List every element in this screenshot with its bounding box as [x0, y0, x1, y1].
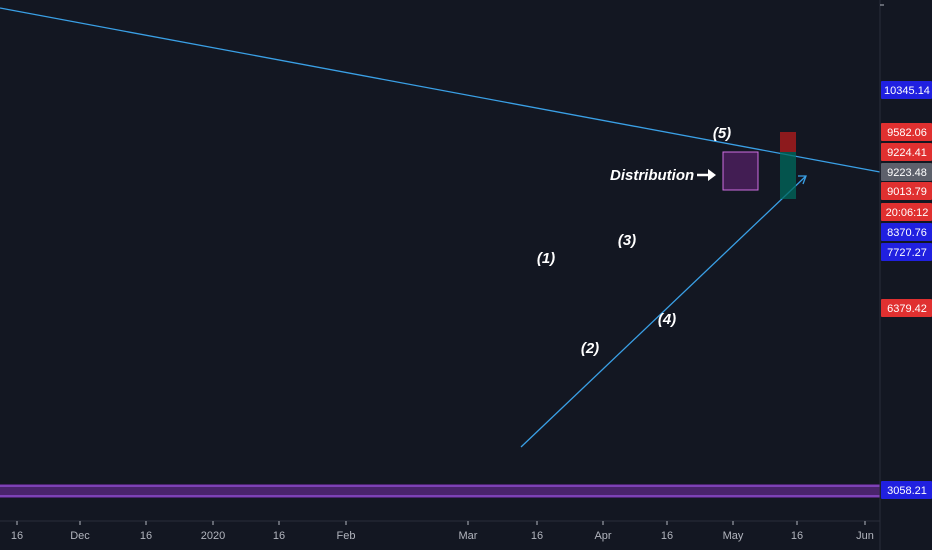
price-label-bg-0	[881, 81, 932, 99]
x-tick-label-5: Feb	[337, 530, 356, 542]
x-tick-label-7: 16	[531, 530, 543, 542]
price-label-7: 7727.27	[887, 247, 927, 259]
x-tick-label-8: Apr	[594, 530, 611, 542]
x-tick-label-11: 16	[791, 530, 803, 542]
x-tick-label-1: Dec	[70, 530, 90, 542]
price-label-9: 3058.21	[887, 485, 927, 497]
price-label-2: 9224.41	[887, 147, 927, 159]
wave-label-1: (1)	[537, 250, 555, 267]
price-label-1: 9582.06	[887, 127, 927, 139]
distribution-arrow-head	[708, 169, 716, 181]
price-label-bg-6	[881, 223, 932, 241]
price-label-bg-7	[881, 243, 932, 261]
x-tick-label-0: 16	[11, 530, 23, 542]
x-tick-label-10: May	[723, 530, 744, 542]
price-label-6: 8370.76	[887, 227, 927, 239]
price-label-3: 9223.48	[887, 167, 927, 179]
price-label-4: 9013.79	[887, 186, 927, 198]
x-tick-label-4: 16	[273, 530, 285, 542]
price-label-8: 6379.42	[887, 303, 927, 315]
x-tick-label-12: Jun	[856, 530, 874, 542]
wave-label-5: (5)	[713, 125, 731, 142]
price-label-bg-4	[881, 182, 932, 200]
price-label-bg-8	[881, 299, 932, 317]
price-label-bg-1	[881, 123, 932, 141]
x-tick-label-6: Mar	[459, 530, 478, 542]
descending-trendline	[0, 7, 881, 173]
price-label-bg-2	[881, 143, 932, 161]
wave-label-2: (2)	[581, 340, 599, 357]
distribution-annotation: Distribution	[610, 167, 694, 184]
price-label-0: 10345.14	[884, 85, 930, 97]
wave-label-3: (3)	[618, 232, 636, 249]
x-tick-label-2: 16	[140, 530, 152, 542]
position-target-zone	[780, 152, 796, 199]
position-stop-zone	[780, 132, 796, 152]
support-zone-band	[0, 484, 880, 498]
price-label-5: 20:06:12	[886, 207, 929, 219]
price-label-bg-3	[881, 163, 932, 181]
trendline-arrowhead	[798, 175, 807, 185]
ascending-trendline	[520, 175, 807, 448]
price-label-bg-5	[881, 203, 932, 221]
x-tick-label-9: 16	[661, 530, 673, 542]
x-tick-label-3: 2020	[201, 530, 225, 542]
distribution-box	[722, 151, 759, 191]
wave-label-4: (4)	[658, 311, 676, 328]
price-label-bg-9	[881, 481, 932, 499]
